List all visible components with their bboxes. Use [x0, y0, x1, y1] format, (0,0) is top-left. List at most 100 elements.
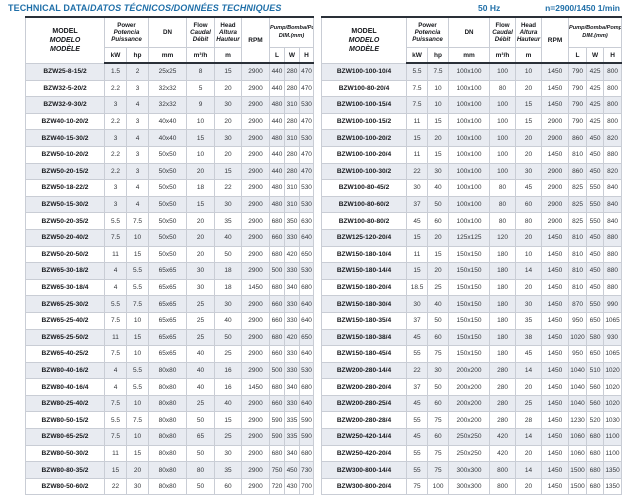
header-label: DIM.(mm) — [582, 32, 608, 39]
value-cell: 530 — [298, 179, 315, 197]
value-cell: 680 — [269, 278, 285, 297]
value-cell: 1.5 — [104, 62, 127, 81]
value-cell: 40 — [186, 378, 215, 396]
value-cell: 18 — [214, 278, 242, 297]
value-cell: 16 — [214, 378, 242, 396]
value-cell: 2900 — [241, 228, 270, 247]
model-cell: BZW25-8-15/2 — [25, 62, 105, 81]
model-cell: BZW200-280-25/4 — [321, 394, 408, 413]
value-cell: 7.5 — [427, 62, 450, 81]
value-cell: 65 — [186, 428, 215, 446]
value-cell: 825 — [568, 195, 588, 214]
value-cell: 80x80 — [148, 477, 187, 496]
value-cell: 60 — [427, 212, 450, 230]
value-cell: 15 — [214, 62, 242, 81]
value-cell: 1450 — [541, 311, 570, 330]
unit-h: H — [603, 47, 623, 64]
col-header-power: Power Potencia Puissance — [104, 16, 149, 48]
value-cell: 790 — [568, 112, 588, 131]
value-cell: 810 — [568, 228, 588, 247]
value-cell: 60 — [515, 195, 543, 214]
value-cell: 2900 — [541, 195, 570, 214]
header-label: MODÈLE — [50, 45, 80, 53]
value-cell: 1060 — [568, 444, 588, 463]
table-row: BZW100-100-20/2 15 20 100x100 100 20 2900 860 45… — [321, 129, 623, 147]
value-cell: 125x125 — [448, 228, 491, 247]
value-cell: 25x25 — [148, 62, 187, 81]
value-cell: 30 — [427, 361, 450, 380]
value-cell: 30 — [406, 179, 429, 197]
value-cell: 500 — [269, 361, 285, 380]
header-label: Pump/Bomba/Pompe — [270, 24, 313, 31]
value-cell: 4 — [104, 378, 127, 396]
header-label: Débit — [192, 36, 209, 44]
value-cell: 860 — [568, 162, 588, 181]
value-cell: 2900 — [241, 262, 270, 280]
model-cell: BZW80-50-30/2 — [25, 444, 105, 463]
value-cell: 80 — [489, 212, 517, 230]
value-cell: 840 — [603, 212, 623, 230]
value-cell: 5 — [186, 79, 215, 98]
value-cell: 840 — [603, 179, 623, 197]
value-cell: 75 — [427, 411, 450, 430]
value-cell: 10 — [126, 345, 149, 363]
value-cell: 15 — [515, 112, 543, 131]
value-cell: 10 — [126, 228, 149, 247]
value-cell: 45 — [406, 328, 429, 347]
value-cell: 680 — [269, 245, 285, 264]
value-cell: 30 — [214, 129, 242, 147]
value-cell: 790 — [568, 62, 588, 81]
frequency-label: 50 Hz — [478, 3, 501, 13]
value-cell: 180 — [489, 245, 517, 264]
model-cell: BZW32-9-30/2 — [25, 96, 105, 114]
unit-kw: kW — [104, 47, 127, 64]
value-cell: 14 — [515, 262, 543, 280]
header-label: MODÈLE — [349, 45, 379, 53]
unit-l: L — [568, 47, 588, 64]
value-cell: 340 — [284, 444, 300, 463]
value-cell: 440 — [269, 145, 285, 164]
header-label: Potencia — [414, 28, 441, 36]
value-cell: 2900 — [241, 245, 270, 264]
header-label: MODEL — [351, 27, 377, 35]
value-cell: 1450 — [541, 411, 570, 430]
value-cell: 50 — [427, 311, 450, 330]
value-cell: 2900 — [241, 345, 270, 363]
value-cell: 480 — [269, 179, 285, 197]
header-label: Débit — [494, 36, 511, 44]
value-cell: 1450 — [541, 245, 570, 264]
table-row: BZW80-50-30/2 11 15 80x80 50 30 2900 680 340 680 — [25, 444, 315, 463]
value-cell: 30 — [214, 295, 242, 313]
value-cell: 11 — [104, 328, 127, 347]
table-row: BZW65-30-18/2 4 5.5 65x65 30 18 2900 500 330 530 — [25, 262, 315, 280]
model-cell: BZW200-280-28/4 — [321, 411, 408, 430]
value-cell: 810 — [568, 145, 588, 164]
model-cell: BZW200-280-14/4 — [321, 361, 408, 380]
table-row: BZW32-5-20/2 2.2 3 32x32 5 20 2900 440 280 470 — [25, 79, 315, 98]
value-cell: 470 — [298, 162, 315, 181]
unit-w: W — [586, 47, 605, 64]
table-row: BZW100-100-15/4 7.5 10 100x100 100 15 1450 790 4… — [321, 96, 623, 114]
value-cell: 2900 — [241, 295, 270, 313]
value-cell: 120 — [489, 228, 517, 247]
value-cell: 25 — [186, 295, 215, 313]
value-cell: 450 — [586, 145, 605, 164]
header-label: Flow — [495, 21, 510, 29]
value-cell: 530 — [298, 129, 315, 147]
col-header-rpm: RPM — [241, 16, 270, 64]
value-cell: 2900 — [241, 96, 270, 114]
value-cell: 2900 — [241, 195, 270, 214]
value-cell: 310 — [284, 179, 300, 197]
value-cell: 640 — [298, 311, 315, 330]
unit-mm: mm — [148, 47, 187, 64]
value-cell: 450 — [586, 245, 605, 264]
model-cell: BZW250-420-14/4 — [321, 428, 408, 446]
value-cell: 650 — [586, 311, 605, 330]
value-cell: 440 — [269, 79, 285, 98]
value-cell: 720 — [269, 477, 285, 496]
value-cell: 80x80 — [148, 394, 187, 413]
col-header-power: Power Potencia Puissance — [406, 16, 450, 48]
value-cell: 280 — [489, 394, 517, 413]
table-row: BZW80-80-35/2 15 20 80x80 80 35 2900 750 450 730 — [25, 461, 315, 479]
value-cell: 440 — [269, 112, 285, 131]
